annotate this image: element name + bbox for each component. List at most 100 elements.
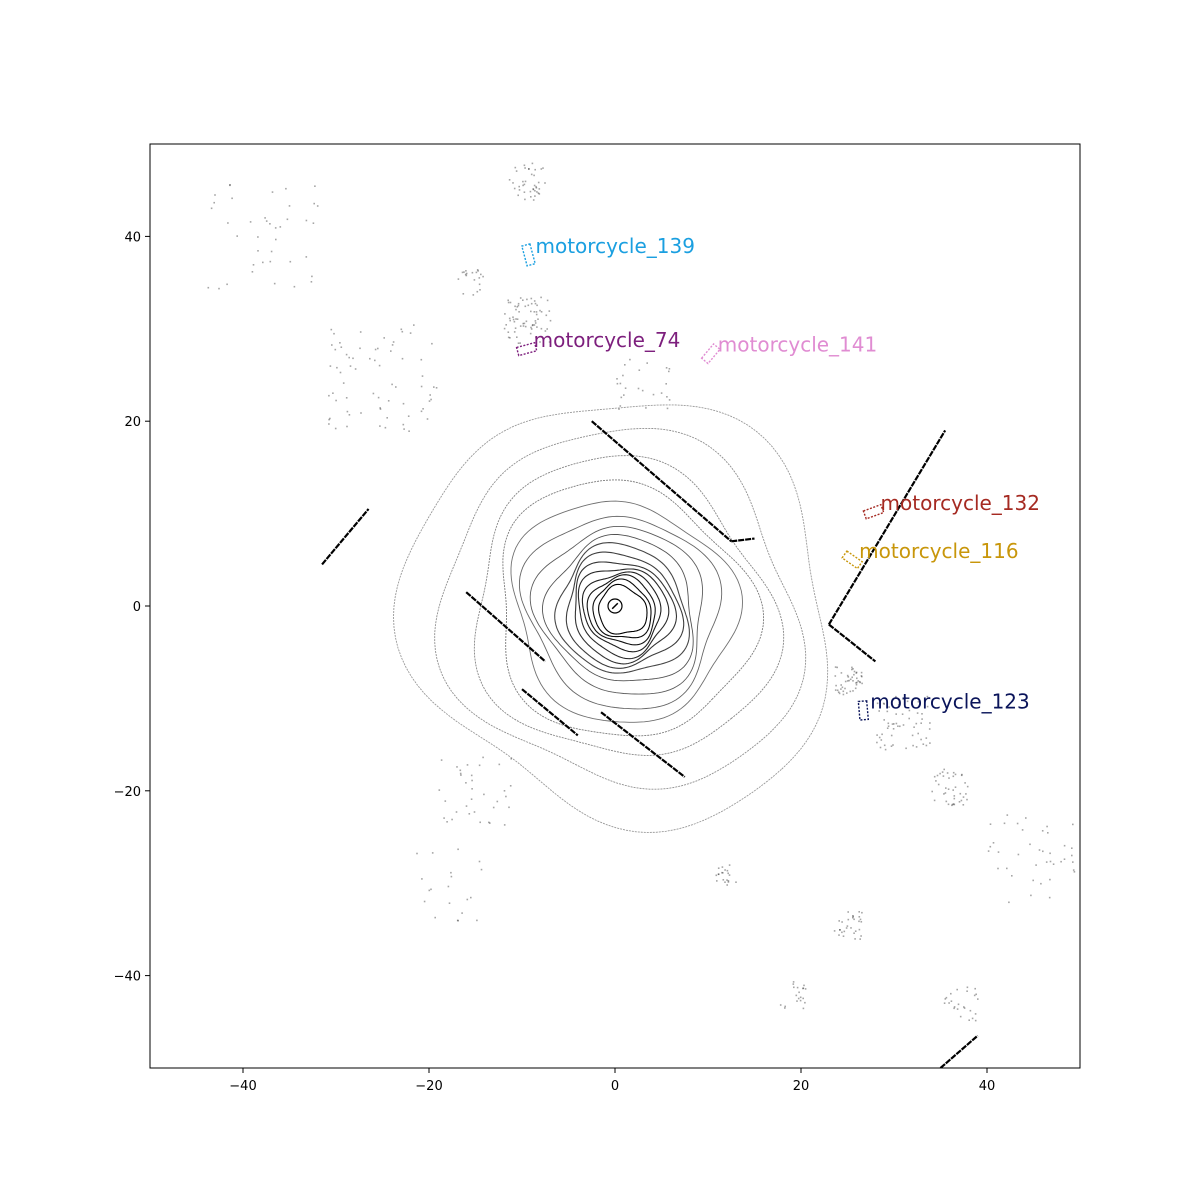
lidar-point xyxy=(860,671,863,674)
lidar-point xyxy=(478,283,481,286)
lidar-point xyxy=(852,690,854,692)
lidar-point xyxy=(372,392,375,395)
lidar-point xyxy=(279,226,282,228)
lidar-point xyxy=(408,430,410,432)
lidar-point xyxy=(305,219,308,222)
lidar-point xyxy=(902,724,905,726)
lidar-point xyxy=(345,397,348,399)
lidar-point xyxy=(1006,814,1009,816)
lidar-point xyxy=(210,207,213,210)
lidar-point xyxy=(271,191,274,193)
lidar-point xyxy=(505,324,507,326)
lidar-point xyxy=(213,201,215,204)
lidar-point xyxy=(516,306,519,308)
lidar-point xyxy=(379,407,381,409)
lidar-point xyxy=(529,190,532,193)
lidar-point xyxy=(420,410,423,413)
lidar-point xyxy=(854,930,857,932)
lidar-point xyxy=(430,888,432,891)
lidar-point xyxy=(784,1005,786,1008)
lidar-point xyxy=(892,728,895,730)
lidar-point xyxy=(802,987,804,990)
lidar-point xyxy=(534,322,537,324)
lidar-point xyxy=(530,297,533,300)
lidar-point xyxy=(336,366,338,369)
lidar-point xyxy=(400,328,403,331)
lidar-point xyxy=(524,305,527,308)
lidar-point xyxy=(477,270,479,272)
lidar-point xyxy=(401,357,404,360)
lidar-point xyxy=(522,322,524,325)
lidar-point xyxy=(346,425,348,428)
lidar-point xyxy=(1025,817,1027,819)
lidar-point xyxy=(953,1006,956,1008)
wall-segment xyxy=(731,537,755,543)
box-motorcycle_116 xyxy=(841,550,864,570)
lidar-point xyxy=(426,418,429,420)
lidar-point xyxy=(841,931,843,934)
y-tick-label: −20 xyxy=(114,785,141,800)
lidar-point xyxy=(476,919,478,922)
wall-segment xyxy=(591,420,732,543)
lidar-point xyxy=(535,313,538,316)
lidar-points xyxy=(207,162,1076,1068)
lidar-point xyxy=(531,162,534,165)
lidar-point xyxy=(646,362,648,364)
lidar-point xyxy=(455,811,458,813)
lidar-point xyxy=(898,701,901,704)
lidar-point xyxy=(964,782,966,784)
lidar-point xyxy=(839,929,841,931)
lidar-point xyxy=(1072,823,1074,826)
label-motorcycle_116: motorcycle_116 xyxy=(859,539,1018,563)
lidar-point xyxy=(960,799,963,802)
lidar-point xyxy=(401,330,404,333)
lidar-point xyxy=(457,848,459,851)
lidar-point xyxy=(523,322,526,325)
lidar-point xyxy=(332,392,334,394)
lidar-point xyxy=(329,365,332,367)
lidar-point xyxy=(517,194,519,197)
lidar-point xyxy=(535,185,537,188)
lidar-point xyxy=(908,709,911,712)
lidar-point xyxy=(262,261,264,264)
lidar-point xyxy=(799,999,802,1002)
lidar-point xyxy=(528,168,530,170)
lidar-point xyxy=(1042,850,1044,853)
lidar-point xyxy=(451,818,453,821)
lidar-point xyxy=(349,365,352,367)
lidar-point xyxy=(435,387,438,389)
lidar-point xyxy=(476,269,479,271)
y-tick-label: 40 xyxy=(124,230,141,245)
lidar-point xyxy=(624,387,627,389)
lidar-point xyxy=(804,988,807,990)
lidar-point xyxy=(798,991,800,994)
lidar-point xyxy=(957,1003,960,1006)
lidar-point xyxy=(257,236,259,238)
lidar-point xyxy=(421,375,424,377)
lidar-point xyxy=(834,666,837,668)
lidar-point xyxy=(853,670,856,673)
lidar-point xyxy=(878,736,881,739)
lidar-point xyxy=(933,775,936,778)
lidar-point xyxy=(622,374,624,377)
lidar-point xyxy=(952,789,954,791)
lidar-point xyxy=(402,402,405,405)
lidar-point xyxy=(856,681,858,684)
lidar-point xyxy=(470,774,473,777)
lidar-point xyxy=(312,222,315,224)
lidar-point xyxy=(945,996,948,999)
lidar-point xyxy=(518,185,520,188)
lidar-point xyxy=(880,739,883,741)
lidar-point xyxy=(354,368,357,370)
lidar-point xyxy=(273,282,276,285)
lidar-point xyxy=(1049,860,1052,863)
lidar-point xyxy=(989,845,992,848)
lidar-point xyxy=(519,297,522,299)
lidar-point xyxy=(346,410,349,413)
lidar-point xyxy=(728,864,731,866)
lidar-point xyxy=(269,260,272,263)
box-motorcycle_123 xyxy=(857,700,870,721)
lidar-point xyxy=(512,318,515,321)
lidar-point xyxy=(721,871,723,874)
